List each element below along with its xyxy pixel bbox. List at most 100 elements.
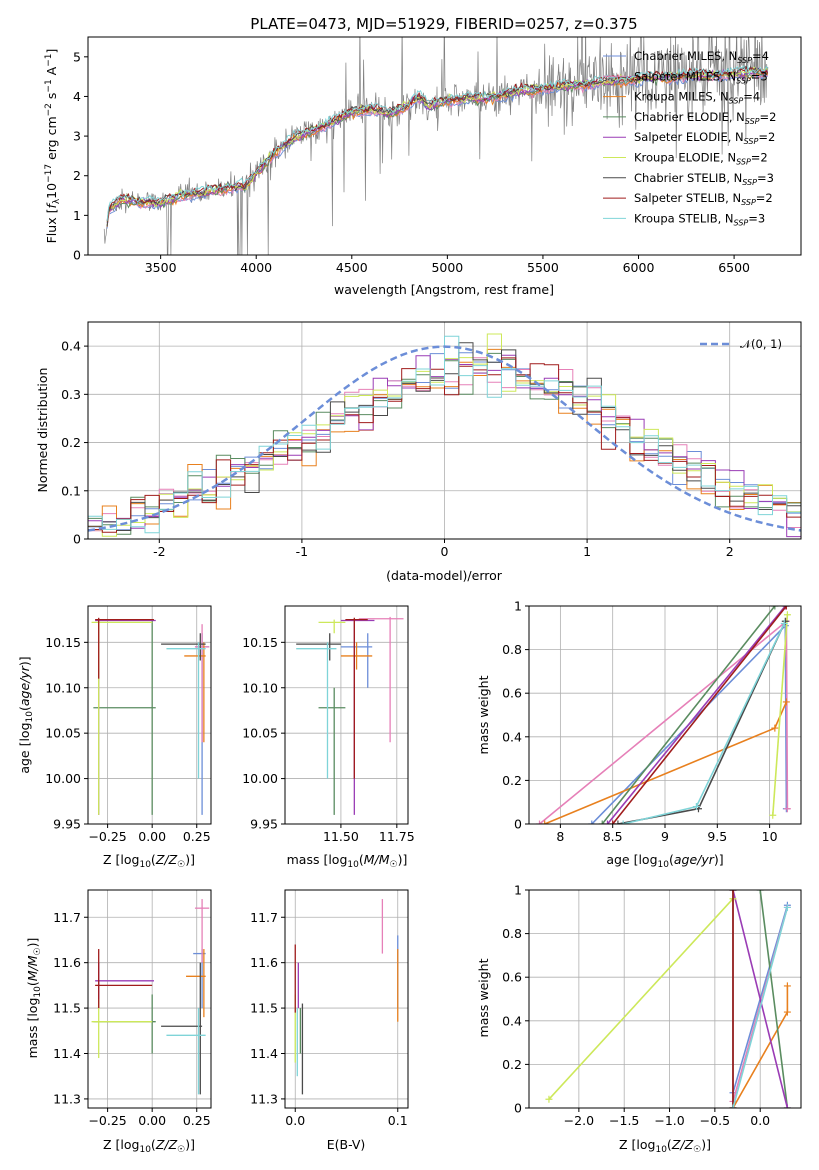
x-tick-label: −2.0 [564,1113,594,1128]
mE-xlabel: E(B-V) [327,1137,366,1152]
mass-weight-line [772,614,789,816]
y-tick-label: 0.2 [61,435,81,450]
mass-weight-line [623,623,786,824]
y-tick-label: 0.3 [61,387,81,402]
x-tick-label: 11.75 [379,829,415,844]
x-tick-label: 0.0 [285,1113,305,1128]
y-tick-label: 9.95 [250,817,278,832]
x-tick-label: −1.5 [609,1113,639,1128]
data-point-marker [782,606,790,610]
data-point-marker [603,820,611,824]
y-tick-label: 11.7 [53,910,81,925]
y-tick-label: 1 [514,599,522,614]
axes-frame [284,605,409,825]
axes-frame [87,889,212,1109]
age-vs-mass-panel: 11.50 11.75 9.95 10.00 10.05 10.10 10.15 [242,605,415,844]
spectrum-title: PLATE=0473, MJD=51929, FIBERID=0257, z=0… [250,15,637,33]
y-tick-label: 0.2 [502,1057,522,1072]
mass-weight-line [732,890,789,1108]
y-tick-label: 0.6 [502,686,522,701]
points-clip-group [296,616,404,815]
points-clip-group [91,899,210,1095]
y-tick-label: 9.95 [53,817,81,832]
y-tick-label: 11.3 [250,1091,278,1106]
x-tick-label: 5000 [431,260,463,275]
wAge-xlabel: age [log10(age/yr)] [606,852,723,870]
data-point-marker [598,820,606,824]
y-tick-label: 0 [73,248,81,263]
y-tick-label: 10.10 [242,680,278,695]
data-point-marker [729,890,737,894]
residual-panel: -2 -1 0 1 200.10.20.30.4 (data-model)/error … [35,321,802,583]
residual-axes-frame [87,321,802,540]
y-tick-label: 0.1 [61,483,81,498]
data-point-marker [535,820,543,824]
y-tick-label: 0.8 [502,642,522,657]
data-point-marker [756,890,764,894]
y-tick-label: 0.4 [502,1013,522,1028]
mass-vs-metallicity-panel: −0.25 0.00 0.25 11.3 11.4 11.5 11.6 11.7 [53,889,212,1128]
lines-clip-group [545,890,791,1108]
x-tick-label: 9 [661,829,669,844]
y-tick-label: 0 [73,532,81,547]
data-point-marker [619,820,627,824]
model-spectrum-line [106,64,769,221]
y-tick-label: 10.05 [242,726,278,741]
y-tick-label: 10.05 [45,726,81,741]
y-tick-label: 11.3 [53,1091,81,1106]
x-tick-label: 0.00 [138,1113,166,1128]
y-tick-label: 10.00 [242,771,278,786]
x-tick-label: 2 [726,544,734,559]
ageZ-ylabel: age [log10(age/yr)] [17,656,35,773]
legend-entry-label: Chabrier MILES, NSSP=4 [634,49,769,65]
x-tick-label: −0.25 [88,1113,126,1128]
x-tick-label: −1.0 [654,1113,684,1128]
ageZ-xlabel: Z [log10(Z/Z☉)] [103,852,195,870]
legend-entry-label: Salpeter STELIB, NSSP=2 [634,191,773,207]
data-point-marker [780,619,788,627]
x-tick-label: 9.5 [707,829,727,844]
x-tick-label: 4500 [336,260,368,275]
x-tick-label: 0.1 [388,1113,408,1128]
legend-entry-label: Kroupa MILES, NSSP=4 [634,90,760,106]
data-point-marker [783,1104,791,1108]
legend-entry-label: Kroupa ELODIE, NSSP=2 [634,151,768,167]
x-tick-label: 0 [441,544,449,559]
data-point-marker [769,811,777,819]
axes-frame [528,605,802,825]
legend-entry-label: Chabrier STELIB, NSSP=3 [634,171,774,187]
weight-vs-metallicity-panel: −2.0 −1.5 −1.0 −0.5 0.0 0 0.2 0.4 0.6 0.8 1 [502,883,802,1128]
y-tick-label: 1 [73,208,81,223]
x-tick-label: 10 [762,829,778,844]
y-tick-label: 0 [514,817,522,832]
residual-histogram-step [88,335,801,539]
residual-clip-group [88,333,801,539]
data-point-marker [588,820,596,824]
spectrum-panel: PLATE=0473, MJD=51929, FIBERID=0257, z=0… [44,15,802,297]
data-point-marker [545,1095,553,1103]
wZ-xlabel: Z [log10(Z/Z☉)] [619,1137,711,1155]
x-tick-label: 0.00 [138,829,166,844]
x-tick-label: −0.25 [88,829,126,844]
mass-weight-line [606,606,786,824]
y-tick-label: 10.15 [242,635,278,650]
x-tick-label: 6500 [718,260,750,275]
spectrum-axes-frame [87,36,802,256]
mZ-ylabel: mass [log10(M/M☉)] [25,938,43,1059]
y-tick-label: 2 [73,168,81,183]
x-tick-label: 4000 [240,260,272,275]
mass-weight-line [548,898,734,1100]
x-tick-label: 8.5 [603,829,623,844]
wZ-ylabel: mass weight [476,958,491,1037]
y-tick-label: 0.4 [61,339,81,354]
y-tick-label: 1 [514,883,522,898]
legend-entry-label: Chabrier ELODIE, NSSP=2 [634,110,776,126]
residual-xlabel: (data-model)/error [386,568,503,583]
data-point-marker [783,1008,791,1016]
x-tick-label: 1 [583,544,591,559]
axes-frame [87,605,212,825]
data-point-marker [729,1104,737,1108]
legend-entry-label: Salpeter MILES, NSSP=3 [634,69,768,85]
data-point-marker [783,903,791,911]
data-point-marker [692,803,700,811]
